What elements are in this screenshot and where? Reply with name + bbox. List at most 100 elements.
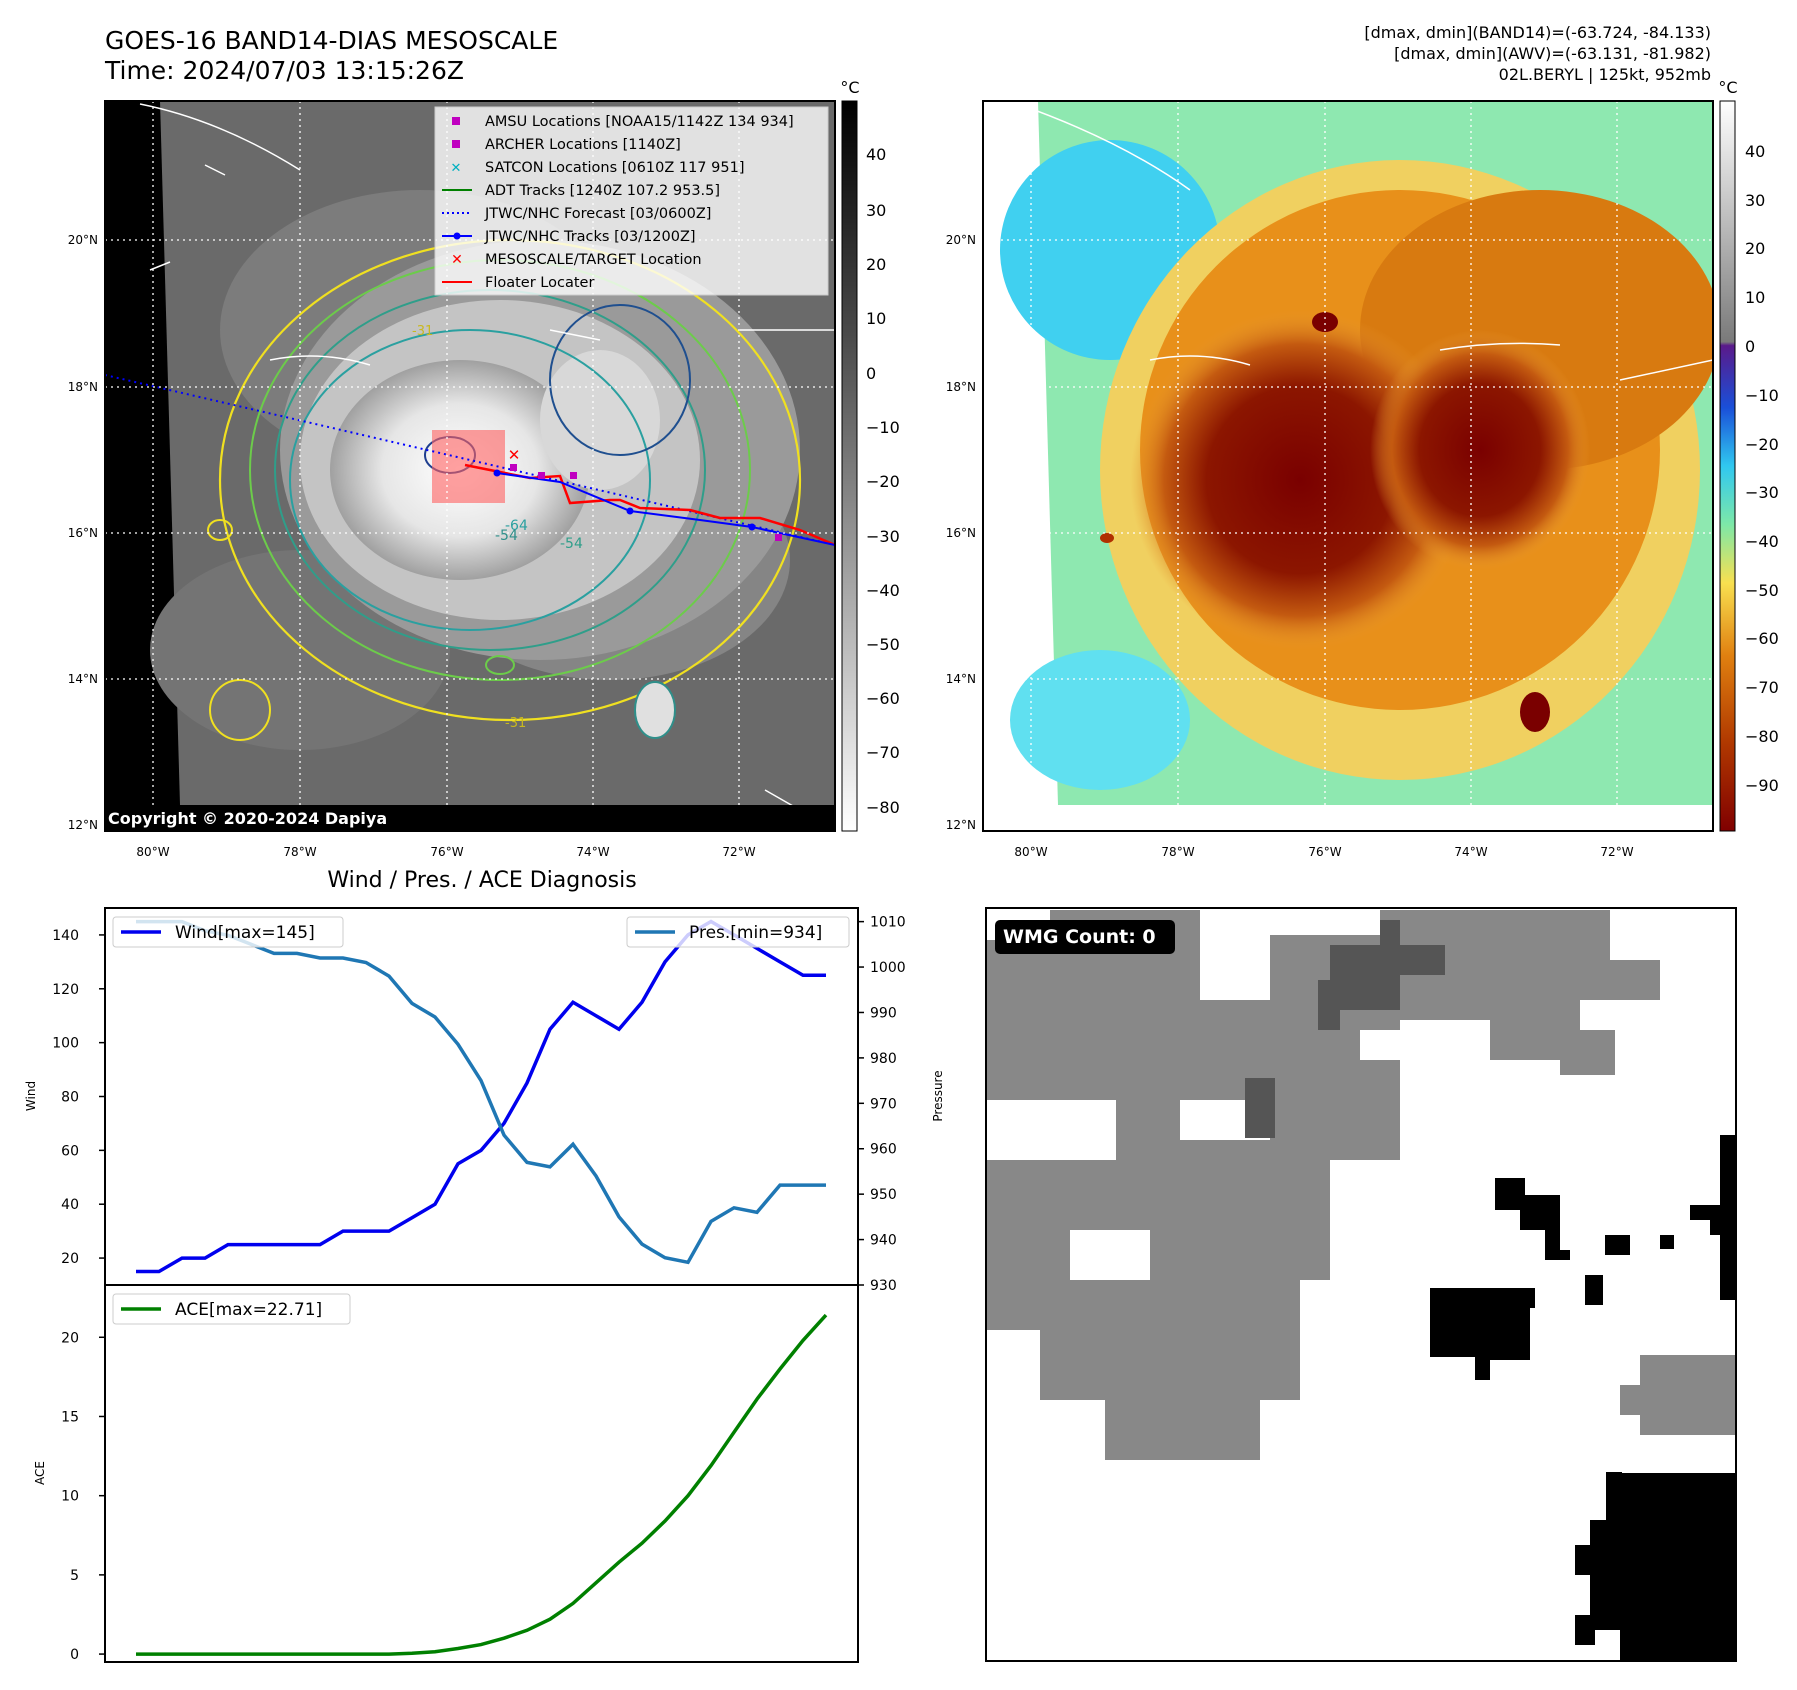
wmg-black-region [1430, 1288, 1535, 1380]
wind-tick: 140 [52, 928, 79, 944]
awv-map-gridlines [983, 101, 1713, 831]
wmg-count-label: WMG Count: 0 [1003, 926, 1156, 948]
cb-tick: −70 [866, 743, 900, 762]
ace-plot [104, 1284, 859, 1663]
wmg-count-badge [995, 920, 1175, 954]
target-x-icon: ✕ [451, 252, 463, 268]
wind-tick: 120 [52, 982, 79, 998]
copyright-text: Copyright © 2020-2024 Dapiya [108, 809, 387, 828]
legend-tracks: JTWC/NHC Tracks [03/1200Z] [484, 229, 696, 245]
ace-series-line [136, 1313, 828, 1656]
contour-label: -54 [495, 528, 518, 544]
target-marker: ✕ [508, 446, 521, 464]
pressure-tick: 980 [870, 1051, 897, 1067]
pressure-tick: 930 [870, 1278, 897, 1294]
cb-tick: −10 [866, 418, 900, 437]
cb-tick: 30 [1745, 191, 1765, 210]
wmg-panel: WMG Count: 0 [983, 907, 1737, 1662]
ace-tick: 0 [70, 1647, 79, 1663]
ir-map-axis-labels: 80°W 78°W 76°W 74°W 72°W 20°N 18°N 16°N … [68, 233, 756, 859]
cb-tick: 10 [866, 309, 886, 328]
cb-tick: −70 [1745, 678, 1779, 697]
cb-tick: −20 [866, 472, 900, 491]
cb-tick: −60 [1745, 629, 1779, 648]
cb-tick: −90 [1745, 776, 1779, 795]
lat-label: 14°N [68, 672, 98, 686]
legend-adt: ADT Tracks [1240Z 107.2 953.5] [485, 183, 720, 199]
copyright-bar [105, 805, 835, 831]
cb-tick: −80 [866, 798, 900, 817]
cb-tick: −30 [866, 527, 900, 546]
lat-label: 16°N [946, 526, 976, 540]
pressure-axis-label: Pressure [931, 1070, 945, 1121]
awv-map-axis-labels: 80°W 78°W 76°W 74°W 72°W 20°N 18°N 16°N … [946, 233, 1634, 859]
ace-legend-label: ACE[max=22.71] [175, 1300, 322, 1320]
lon-label: 74°W [1454, 845, 1487, 859]
pressure-tick: 970 [870, 1096, 897, 1112]
wind-axis-label: Wind [24, 1081, 38, 1111]
wmg-frame [985, 907, 1737, 1662]
lon-label: 78°W [1161, 845, 1194, 859]
lat-label: 18°N [946, 380, 976, 394]
diagnosis-panel: Wind / Pres. / ACE Diagnosis Wind Pressu… [24, 868, 945, 1663]
satcon-x-icon: ✕ [451, 161, 462, 176]
lon-label: 76°W [430, 845, 463, 859]
wind-tick: 80 [61, 1090, 79, 1106]
figure-title: GOES-16 BAND14-DIAS MESOSCALE [105, 26, 559, 55]
ace-tick: 10 [61, 1489, 79, 1505]
wind-tick: 40 [61, 1197, 79, 1213]
awv-map-frame [982, 100, 1714, 832]
lat-label: 12°N [68, 818, 98, 832]
lon-label: 78°W [283, 845, 316, 859]
awv-colorbar-ticks: 40 30 20 10 0 −10 −20 −30 −40 −50 −60 −7… [1745, 142, 1779, 795]
pressure-tick: 990 [870, 1005, 897, 1021]
pressure-tick: 940 [870, 1233, 897, 1249]
lat-label: 12°N [946, 818, 976, 832]
wind-legend: Wind[max=145] [112, 916, 344, 948]
cb-tick: −20 [1745, 435, 1779, 454]
pressure-tick: 950 [870, 1187, 897, 1203]
lon-label: 76°W [1308, 845, 1341, 859]
cb-tick: −40 [866, 581, 900, 600]
ace-legend: ACE[max=22.71] [112, 1293, 351, 1325]
cb-tick: 10 [1745, 288, 1765, 307]
pressure-tick: 1000 [870, 960, 906, 976]
pres-legend-label: Pres.[min=934] [689, 923, 822, 943]
ir-colorbar [841, 100, 858, 832]
pressure-tick: 960 [870, 1142, 897, 1158]
contour-label: -31 [412, 324, 433, 339]
pressure-tick: 1010 [870, 915, 906, 931]
cb-tick: −30 [1745, 483, 1779, 502]
contour-label: -64 [505, 518, 528, 534]
lat-label: 20°N [68, 233, 98, 247]
lat-label: 16°N [68, 526, 98, 540]
best-track [496, 472, 835, 546]
legend-satcon: SATCON Locations [0610Z 117 951] [485, 160, 744, 176]
legend-floater: Floater Locater [485, 275, 594, 291]
wind-ticks: 20 40 60 80 100 120 140 [52, 928, 105, 1267]
amsu-square-icon [452, 117, 460, 125]
cb-tick: 20 [866, 255, 886, 274]
storm-info: 02L.BERYL | 125kt, 952mb [1498, 65, 1711, 84]
awv-colorbar [1719, 100, 1736, 832]
lon-label: 80°W [136, 845, 169, 859]
legend-archer: ARCHER Locations [1140Z] [485, 137, 681, 153]
pressure-legend: Pres.[min=934] [626, 916, 850, 948]
wind-tick: 20 [61, 1251, 79, 1267]
archer-square-icon [452, 140, 460, 148]
coastline [1017, 103, 1713, 381]
legend-amsu: AMSU Locations [NOAA15/1142Z 134 934] [485, 114, 794, 130]
cb-tick: −50 [1745, 581, 1779, 600]
cb-tick: −50 [866, 635, 900, 654]
cb-tick: −10 [1745, 386, 1779, 405]
cb-tick: 30 [866, 201, 886, 220]
ace-axis-label: ACE [33, 1461, 47, 1485]
lat-label: 20°N [946, 233, 976, 247]
diagnosis-title: Wind / Pres. / ACE Diagnosis [327, 868, 636, 893]
cb-tick: 40 [1745, 142, 1765, 161]
lat-label: 18°N [68, 380, 98, 394]
wind-pres-plot [104, 907, 859, 1286]
ir-map-frame [104, 100, 836, 832]
ir-map-panel: ✕ -54 -64 -54 -31 -31 Copyright © 2020-2… [68, 78, 900, 859]
